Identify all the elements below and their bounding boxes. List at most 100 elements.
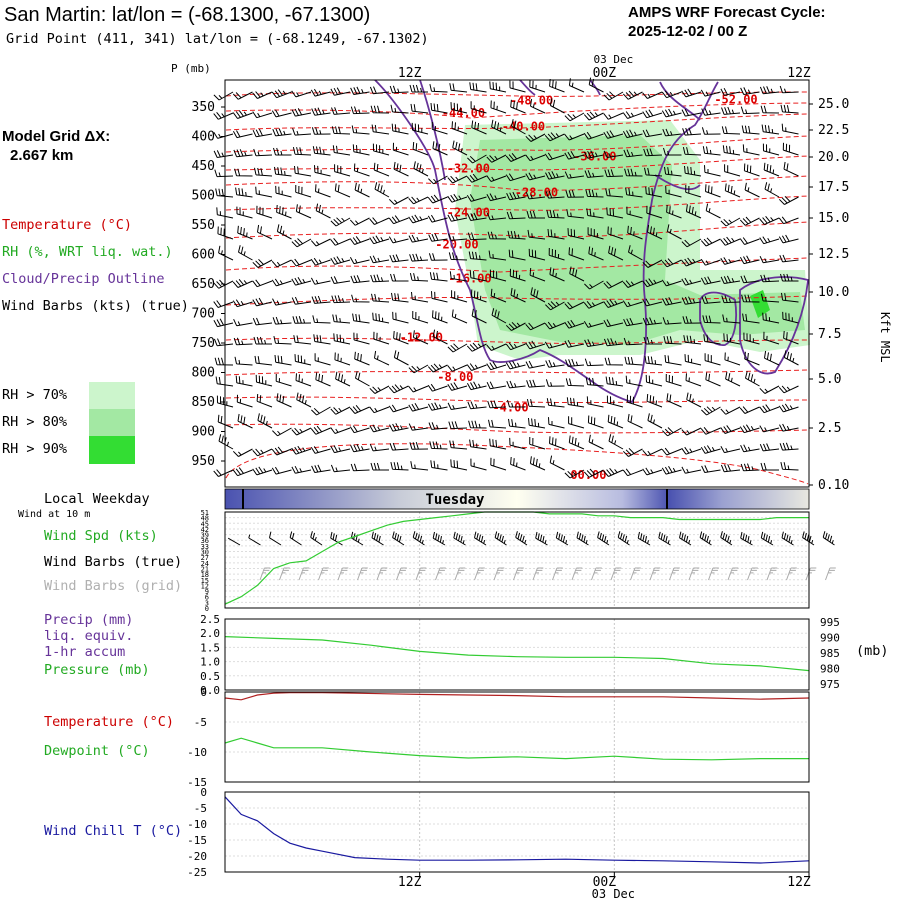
wind-barb: [704, 165, 721, 177]
wind-barb: [450, 459, 468, 471]
wind-barb: [389, 442, 409, 451]
wind-barb: [566, 397, 585, 408]
temperature-contour-label: -32.00: [447, 161, 490, 175]
wind-barb: [545, 359, 565, 368]
wind-barb: [388, 236, 409, 244]
wind-barb: [253, 336, 272, 345]
wind-barb: [544, 152, 565, 161]
temperature-contour-line: [225, 295, 809, 306]
wind-barb: [720, 531, 733, 546]
wind-barb: [310, 88, 331, 97]
wind-barb: [759, 404, 780, 414]
wind-barb: [604, 357, 624, 366]
wind-barb: [555, 531, 569, 546]
wind-barb: [623, 149, 643, 158]
wind-barb: [564, 112, 585, 122]
wind-barb: [720, 406, 741, 415]
wind-barb: [373, 331, 390, 345]
wind-barb: [506, 211, 526, 220]
pressure-label: Pressure (mb): [44, 662, 150, 678]
wind-barb: [622, 280, 643, 288]
wind-barb: [292, 316, 312, 324]
wind-barb: [252, 279, 273, 288]
wind-barb: [310, 277, 331, 285]
temperature-contour-line: [225, 113, 809, 131]
wind-barb: [389, 423, 409, 432]
wind-barb: [530, 287, 546, 303]
legend-temperature: Temperature (°C): [2, 217, 133, 233]
wind-barb: [664, 166, 682, 177]
wind-barb: [315, 203, 331, 219]
wind-barb: [564, 301, 585, 310]
wind-barb: [469, 439, 487, 450]
wind-barb: [353, 332, 370, 345]
wind-barb: [721, 295, 741, 304]
wind-barb: [643, 336, 662, 345]
wind-barb: [739, 216, 760, 226]
wind-barb: [701, 296, 721, 304]
wind-barb: [272, 298, 292, 306]
wind-barb: [371, 124, 390, 135]
pressure-tick-label: 750: [192, 336, 215, 351]
wind-barb: [740, 106, 760, 115]
wind-barb: [661, 258, 682, 268]
pressure-tick-label: 980: [820, 662, 840, 675]
weekday-label: Tuesday: [425, 492, 485, 508]
wind-barb: [622, 111, 643, 119]
wind-barb: [351, 294, 370, 303]
wind-barb: [370, 105, 390, 114]
wind-barb: [568, 416, 585, 429]
wind-barb: [586, 396, 604, 408]
wind-barb: [409, 442, 429, 450]
wind-barb: [585, 377, 604, 387]
wind-barb: [310, 257, 331, 266]
wind-barb: [724, 183, 741, 198]
pressure-tick-label: 550: [192, 218, 215, 233]
wind-barb: [470, 289, 487, 303]
wind-barb: [350, 443, 370, 453]
wind-barb: [291, 90, 312, 98]
wind-barb: [357, 567, 368, 581]
wind-barb: [254, 355, 273, 366]
wind-barb: [486, 154, 507, 163]
wind-barb: [369, 385, 390, 394]
wind-barb: [669, 567, 680, 581]
wind-grid-barbs: [259, 567, 836, 581]
precip-tick-label: 2.5: [200, 613, 220, 626]
wind-barb: [390, 273, 409, 282]
wind-barb: [274, 166, 292, 177]
wind-barb: [255, 374, 273, 387]
wind-barb: [466, 363, 487, 371]
wind-barb: [447, 175, 468, 184]
pressure-tick-label: 700: [192, 307, 215, 322]
forecast-cycle-line2: 2025-12-02 / 00 Z: [628, 23, 748, 40]
wind-barb: [720, 257, 741, 265]
wind-barb: [549, 455, 565, 471]
wind-barb: [454, 567, 466, 581]
wind-barb: [312, 146, 331, 156]
wind-barb: [213, 111, 234, 120]
wind-barb: [608, 434, 624, 450]
wind-barb: [549, 436, 565, 450]
wind-barb: [354, 182, 370, 198]
wind-barb: [546, 209, 565, 219]
wind-barb: [567, 228, 585, 240]
precip-accum-label: 1-hr accum: [44, 644, 126, 660]
wind-barb: [369, 255, 390, 264]
wind-barb: [450, 102, 468, 114]
wind-barb: [759, 425, 780, 433]
wind-barb: [822, 531, 835, 546]
temp-tick-label: -5: [194, 716, 207, 729]
wind-barb: [272, 128, 292, 137]
wind-tick-label: 18: [201, 571, 209, 579]
wind-barb: [259, 567, 271, 581]
wind-barb: [408, 234, 429, 243]
wind-barb: [644, 167, 663, 177]
wind-barb: [369, 86, 390, 95]
chill-tick-label: -20: [187, 850, 207, 863]
wind-barb: [622, 129, 643, 139]
wind-barb: [739, 424, 760, 434]
wind-barb: [252, 258, 273, 268]
wind-barb: [661, 447, 682, 456]
wind-barb: [510, 456, 526, 471]
